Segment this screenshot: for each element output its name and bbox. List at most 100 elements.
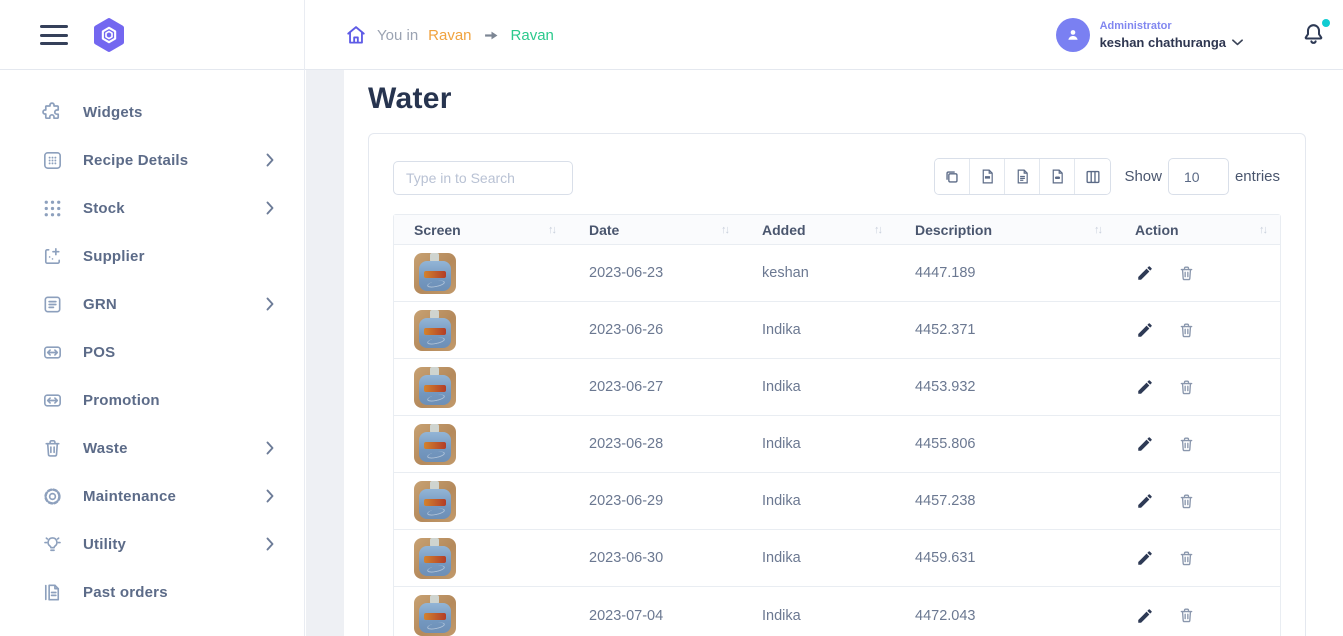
- cell-description: 4452.371: [915, 322, 976, 338]
- column-visibility-button[interactable]: [1075, 159, 1111, 194]
- table-row: 2023-06-28 Indika 4455.806: [394, 416, 1280, 473]
- edit-button[interactable]: [1135, 606, 1155, 626]
- table-toolbar: Show 10 entries: [934, 158, 1280, 195]
- cell-description: 4459.631: [915, 550, 976, 566]
- column-header-added[interactable]: Added ↑↓: [762, 221, 883, 238]
- edit-button[interactable]: [1135, 263, 1155, 283]
- export-excel-button[interactable]: [970, 159, 1006, 194]
- meter-thumbnail[interactable]: [414, 309, 456, 351]
- cell-added: Indika: [762, 436, 801, 452]
- cell-date: 2023-06-23: [589, 265, 664, 281]
- chevron-right-icon: [266, 441, 276, 455]
- sidebar-nav: Widgets Recipe Details: [0, 70, 305, 636]
- edit-button[interactable]: [1135, 320, 1155, 340]
- sidebar-item-past-orders[interactable]: Past orders: [0, 568, 304, 616]
- table-row: 2023-06-26 Indika 4452.371: [394, 302, 1280, 359]
- copy-button[interactable]: [935, 159, 971, 194]
- edit-button[interactable]: [1135, 434, 1155, 454]
- bulb-icon: [40, 532, 64, 556]
- notification-dot: [1322, 19, 1330, 27]
- sort-icon[interactable]: ↑↓: [1259, 223, 1268, 236]
- meter-thumbnail[interactable]: [414, 537, 456, 579]
- document-lines-icon: [40, 292, 64, 316]
- edit-pencil-icon: [1138, 323, 1152, 337]
- delete-button[interactable]: [1176, 434, 1196, 454]
- delete-button[interactable]: [1176, 491, 1196, 511]
- sidebar-item-supplier[interactable]: Supplier: [0, 232, 304, 280]
- chevron-right-icon: [266, 297, 276, 311]
- sidebar-item-label: Maintenance: [83, 487, 177, 505]
- edit-pencil-icon: [1138, 551, 1152, 565]
- sidebar-item-label: GRN: [83, 295, 117, 313]
- page-size-select[interactable]: 10: [1167, 158, 1229, 195]
- column-header-screen[interactable]: Screen ↑↓: [414, 221, 557, 238]
- cell-date: 2023-06-27: [589, 379, 664, 395]
- meter-thumbnail[interactable]: [414, 480, 456, 522]
- delete-button[interactable]: [1176, 263, 1196, 283]
- trash-icon: [1180, 608, 1192, 623]
- brand-hexagon-logo[interactable]: [91, 16, 127, 54]
- breadcrumb-page[interactable]: Ravan: [510, 26, 554, 44]
- sidebar-item-maintenance[interactable]: Maintenance: [0, 472, 304, 520]
- edit-pencil-icon: [1138, 380, 1152, 394]
- sort-icon[interactable]: ↑↓: [1094, 223, 1103, 236]
- table-row: 2023-06-27 Indika 4453.932: [394, 359, 1280, 416]
- edit-button[interactable]: [1135, 377, 1155, 397]
- meter-thumbnail[interactable]: [414, 366, 456, 408]
- table-row: 2023-06-30 Indika 4459.631: [394, 530, 1280, 587]
- column-header-description[interactable]: Description ↑↓: [915, 221, 1103, 238]
- sort-icon[interactable]: ↑↓: [548, 223, 557, 236]
- notifications-button[interactable]: [1300, 19, 1330, 50]
- export-pdf-button[interactable]: [1040, 159, 1076, 194]
- breadcrumb-prefix: You in: [377, 26, 419, 44]
- table-row: 2023-06-29 Indika 4457.238: [394, 473, 1280, 530]
- sidebar-item-label: Supplier: [83, 247, 145, 265]
- trash-icon: [40, 436, 64, 460]
- entries-label: entries: [1234, 168, 1280, 185]
- meter-thumbnail[interactable]: [414, 423, 456, 465]
- meter-thumbnail[interactable]: [414, 252, 456, 294]
- edit-button[interactable]: [1135, 491, 1155, 511]
- cell-added: Indika: [762, 322, 801, 338]
- user-menu[interactable]: Administrator keshan chathuranga: [1055, 0, 1243, 70]
- sort-icon[interactable]: ↑↓: [721, 223, 730, 236]
- sidebar-item-recipe-details[interactable]: Recipe Details: [0, 136, 304, 184]
- sidebar-item-promotion[interactable]: Promotion: [0, 376, 304, 424]
- meter-thumbnail[interactable]: [414, 595, 456, 636]
- sidebar-item-grn[interactable]: GRN: [0, 280, 304, 328]
- sidebar-item-pos[interactable]: POS: [0, 328, 304, 376]
- sort-icon[interactable]: ↑↓: [874, 223, 883, 236]
- sidebar-item-label: Past orders: [83, 583, 168, 601]
- sidebar-item-label: Utility: [83, 535, 127, 553]
- edit-pencil-icon: [1138, 608, 1152, 623]
- column-header-date[interactable]: Date ↑↓: [589, 221, 730, 238]
- delete-button[interactable]: [1176, 377, 1196, 397]
- swap-arrows-icon: [40, 340, 64, 364]
- home-icon[interactable]: [345, 24, 367, 46]
- delete-button[interactable]: [1176, 606, 1196, 626]
- column-header-action[interactable]: Action ↑↓: [1135, 221, 1268, 238]
- box-add-icon: [40, 244, 64, 268]
- breadcrumb-location[interactable]: Ravan: [428, 26, 472, 44]
- sidebar-item-partial[interactable]: [0, 616, 304, 636]
- export-csv-button[interactable]: [1005, 159, 1041, 194]
- table-header-row: Screen ↑↓ Date ↑↓ Added ↑↓ Description ↑…: [394, 215, 1280, 245]
- sidebar-item-widgets[interactable]: Widgets: [0, 88, 304, 136]
- search-input[interactable]: [393, 161, 573, 195]
- delete-button[interactable]: [1176, 548, 1196, 568]
- puzzle-icon: [40, 100, 64, 124]
- excel-file-icon: [982, 169, 993, 184]
- sidebar-item-utility[interactable]: Utility: [0, 520, 304, 568]
- edit-button[interactable]: [1135, 548, 1155, 568]
- delete-button[interactable]: [1176, 320, 1196, 340]
- cell-added: Indika: [762, 550, 801, 566]
- hamburger-menu-icon[interactable]: [40, 25, 68, 45]
- sidebar-item-waste[interactable]: Waste: [0, 424, 304, 472]
- sidebar-item-stock[interactable]: Stock: [0, 184, 304, 232]
- trash-icon: [1180, 379, 1192, 394]
- trash-icon: [1180, 550, 1192, 565]
- arrow-right-icon: [484, 30, 499, 41]
- edit-pencil-icon: [1138, 266, 1152, 280]
- cell-added: Indika: [762, 379, 801, 395]
